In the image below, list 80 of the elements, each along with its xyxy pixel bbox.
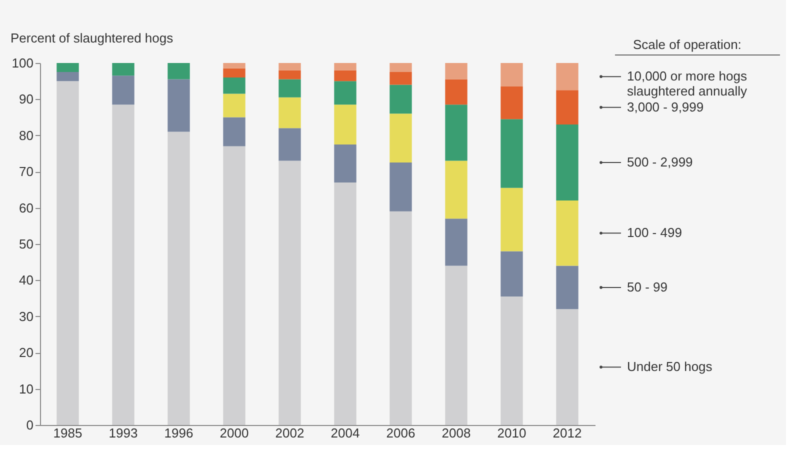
bar [334,144,356,182]
bar [334,81,356,105]
x-tick-label: 2008 [442,426,471,440]
bar [390,84,412,114]
bar [168,79,190,132]
bar [56,63,79,72]
bar [556,266,578,310]
bar [390,211,412,425]
bar [112,76,134,105]
bar [56,72,79,82]
x-tick-label: 2004 [330,426,360,440]
y-tick-label: 10 [19,381,34,396]
bar [334,63,356,70]
bar [445,160,468,219]
y-tick-label: 90 [19,92,34,107]
bar [445,63,468,80]
bar [56,81,79,425]
bar [390,114,412,163]
bar [278,97,301,128]
bar [556,309,578,425]
bar [445,266,468,425]
x-tick-label: 1996 [164,426,194,440]
text: 500 - 2,999 [627,154,693,170]
x-tick-label: 1993 [108,426,138,440]
y-tick-label: 20 [19,345,34,360]
y-tick-label: 30 [19,308,34,324]
y-tick-label: 50 [19,236,34,252]
bar [223,63,246,68]
bar [223,94,246,118]
bar [278,79,301,98]
x-tick-label: 1985 [53,426,82,440]
bar [223,117,246,146]
text: Under 50 hogs [627,359,713,374]
y-tick-label: 80 [19,128,34,143]
bar [168,63,190,80]
x-tick-label: 2002 [275,426,304,440]
y-tick-label: 70 [19,164,34,180]
text: 10,000 or more hogs slaughtered annually [627,68,748,99]
text: 100 - 499 [627,225,682,240]
bar [500,63,523,87]
y-tick-label: 0 [26,418,34,432]
x-tick-label: 2006 [386,426,416,440]
bar [500,251,523,296]
bar [445,79,468,105]
y-tick-label: 40 [19,272,34,288]
bar [112,104,134,425]
bar [556,200,578,266]
bar [390,72,412,85]
x-tick-label: 2012 [552,426,582,440]
bar [390,162,412,212]
y-axis-title: Percent of slaughtered hogs [10,30,174,46]
bar [223,146,246,425]
bar [334,70,356,82]
bar [390,63,412,72]
bar [500,188,523,252]
bar [223,68,246,78]
text: 50 - 99 [627,279,668,294]
bar [556,124,578,201]
bar [556,90,578,125]
x-tick-label: 2000 [220,426,249,440]
x-tick-label: 2010 [497,426,526,440]
bar [445,218,468,266]
y-tick-label: 60 [19,200,34,216]
bar [223,77,246,94]
bar [334,104,356,144]
bar [500,86,523,120]
bar [278,128,301,161]
bar [500,296,523,425]
bar [168,132,190,425]
bar [278,160,301,425]
bar [556,63,578,90]
bar [278,63,301,70]
bar [445,104,468,161]
legend-title: Scale of operation: [633,37,742,52]
bar [112,63,134,76]
y-tick-label: 100 [12,56,34,70]
bar [500,119,523,188]
bar [278,70,301,80]
text: 3,000 - 9,999 [627,99,704,114]
bar [334,182,356,425]
